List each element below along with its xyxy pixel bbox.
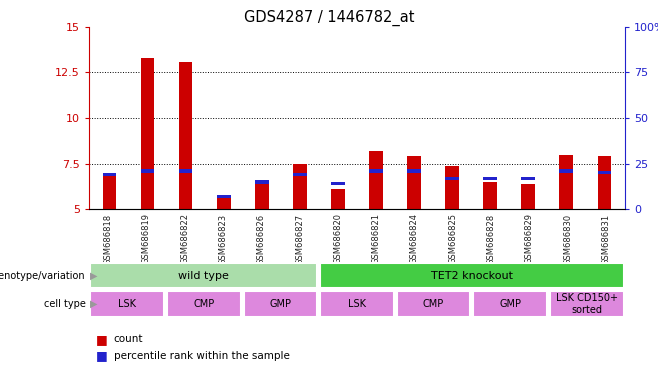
Text: cell type: cell type (43, 299, 86, 309)
Text: GDS4287 / 1446782_at: GDS4287 / 1446782_at (243, 10, 415, 26)
Bar (179, 169, 193, 173)
Bar (369, 151, 383, 209)
Bar (407, 169, 420, 173)
Bar (397, 291, 470, 317)
Text: wild type: wild type (178, 271, 229, 281)
Text: GSM686826: GSM686826 (257, 214, 266, 265)
Text: LSK: LSK (118, 299, 136, 309)
Bar (521, 184, 535, 209)
Bar (255, 180, 268, 184)
Bar (103, 175, 116, 209)
Text: ■: ■ (95, 349, 107, 362)
Text: GSM686824: GSM686824 (410, 214, 419, 265)
Bar (320, 263, 624, 288)
Bar (445, 166, 459, 209)
Bar (167, 291, 241, 317)
Text: ▶: ▶ (90, 299, 97, 309)
Text: LSK: LSK (348, 299, 366, 309)
Bar (103, 173, 116, 176)
Text: GSM686828: GSM686828 (486, 214, 495, 265)
Bar (141, 169, 155, 173)
Text: GSM686829: GSM686829 (525, 214, 534, 265)
Bar (255, 184, 268, 209)
Text: GSM686822: GSM686822 (180, 214, 189, 265)
Text: GSM686818: GSM686818 (103, 214, 113, 265)
Text: genotype/variation: genotype/variation (0, 271, 86, 281)
Text: ■: ■ (95, 333, 107, 346)
Text: CMP: CMP (193, 299, 215, 309)
Text: GMP: GMP (499, 299, 521, 309)
Bar (407, 156, 420, 209)
Bar (90, 291, 164, 317)
Text: GSM686819: GSM686819 (141, 214, 151, 265)
Bar (559, 169, 573, 173)
Text: GSM686825: GSM686825 (448, 214, 457, 265)
Bar (293, 164, 307, 209)
Bar (217, 195, 230, 198)
Bar (484, 177, 497, 180)
Bar (90, 263, 317, 288)
Bar (550, 291, 624, 317)
Text: ▶: ▶ (90, 271, 97, 281)
Text: GSM686827: GSM686827 (295, 214, 304, 265)
Bar (521, 177, 535, 180)
Bar (141, 58, 155, 209)
Text: percentile rank within the sample: percentile rank within the sample (114, 351, 290, 361)
Bar (217, 197, 230, 209)
Bar (179, 61, 193, 209)
Text: GMP: GMP (269, 299, 291, 309)
Bar (473, 291, 547, 317)
Bar (369, 169, 383, 173)
Bar (331, 182, 345, 185)
Bar (597, 171, 611, 174)
Text: GSM686830: GSM686830 (563, 214, 572, 265)
Text: GSM686823: GSM686823 (218, 214, 228, 265)
Bar (597, 156, 611, 209)
Text: LSK CD150+
sorted: LSK CD150+ sorted (556, 293, 618, 315)
Bar (445, 177, 459, 180)
Bar (484, 182, 497, 209)
Text: GSM686831: GSM686831 (601, 214, 611, 265)
Bar (320, 291, 393, 317)
Text: count: count (114, 334, 143, 344)
Bar (243, 291, 317, 317)
Text: GSM686821: GSM686821 (372, 214, 380, 265)
Bar (331, 189, 345, 209)
Bar (293, 173, 307, 176)
Text: GSM686820: GSM686820 (334, 214, 342, 265)
Text: CMP: CMP (423, 299, 444, 309)
Bar (559, 155, 573, 209)
Text: TET2 knockout: TET2 knockout (431, 271, 513, 281)
